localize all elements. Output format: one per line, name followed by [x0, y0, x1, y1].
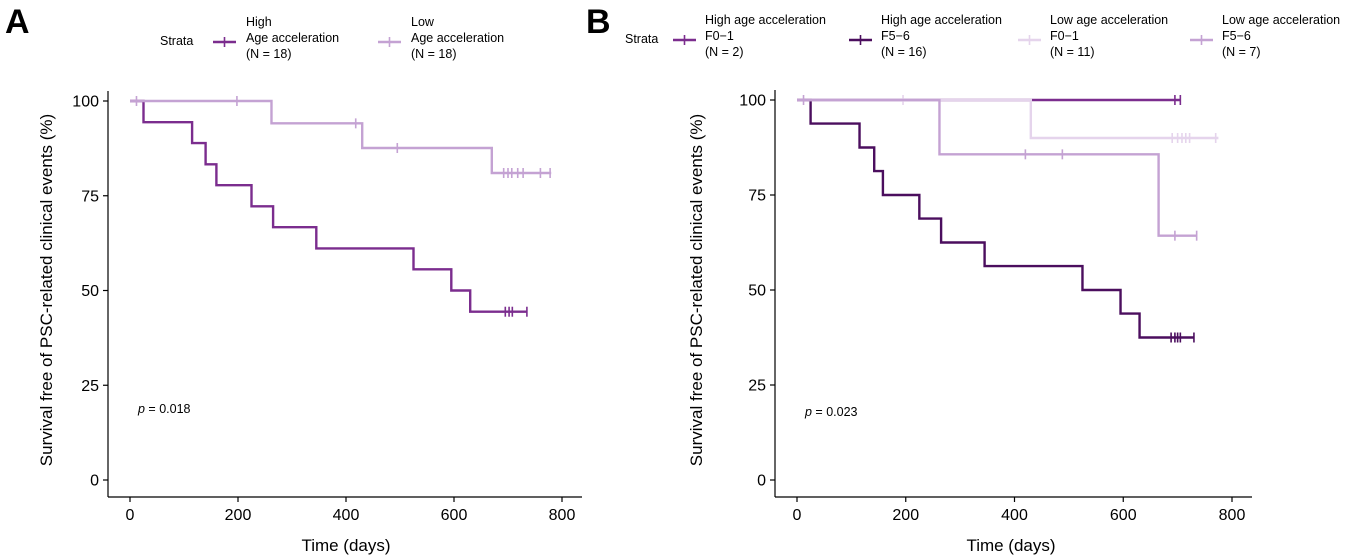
panel-b-legend: High age acceleration F0−1 (N = 2) High age… [673, 13, 1340, 59]
panel-a-x-tick-label: 0 [126, 507, 135, 524]
panel-b-legend-label-1: High age acceleration [881, 13, 1002, 27]
panel-b-legend-label-2: Low age acceleration [1050, 13, 1168, 27]
panel-b-x-tick-label: 600 [1110, 507, 1137, 524]
panel-a-y-tick-label: 50 [81, 283, 99, 300]
panel-b-x-axis-title: Time (days) [966, 536, 1055, 555]
panel-a-y-tick-label: 75 [81, 188, 99, 205]
panel-b-y-tick-label: 100 [739, 93, 766, 110]
panel-b-x-tick-label: 400 [1001, 507, 1028, 524]
panel-a-axes: 0 25 50 75 100 0 200 400 600 800 [72, 91, 582, 524]
panel-b-series-3-curve [797, 98, 1197, 237]
panel-a-y-tick-label: 25 [81, 378, 99, 395]
panel-a-y-tick-label: 0 [90, 473, 99, 490]
panel-b-legend-label-0: F0−1 [705, 29, 734, 43]
panel-b-legend-label-2: (N = 11) [1050, 45, 1095, 59]
panel-b-x-tick-label: 800 [1219, 507, 1246, 524]
panel-b-legend-label-1: F5−6 [881, 29, 910, 43]
panel-b-legend-label-2: F0−1 [1050, 29, 1079, 43]
panel-a-p-value: p = 0.018 [137, 402, 191, 416]
panel-a-legend-label-0: Age acceleration [246, 31, 339, 45]
panel-a-letter: A [5, 3, 30, 41]
panel-b-y-tick-label: 75 [748, 188, 766, 205]
panel-b-letter: B [586, 3, 611, 41]
panel-b-y-tick-label: 0 [757, 473, 766, 490]
panel-b-axes: 0 25 50 75 100 0 200 400 600 800 [739, 90, 1252, 524]
panel-a-x-tick-label: 800 [549, 507, 576, 524]
panel-b: B Strata High age acceleration F0−1 (N = 2… [586, 3, 1340, 555]
panel-b-legend-title: Strata [625, 32, 658, 46]
panel-b-x-tick-label: 200 [892, 507, 919, 524]
panel-a-legend-label-1: Age acceleration [411, 31, 504, 45]
panel-a-x-axis-title: Time (days) [301, 536, 390, 555]
panel-b-y-axis-title: Survival free of PSC-related clinical ev… [687, 114, 706, 466]
panel-a-x-tick-label: 400 [333, 507, 360, 524]
panel-a: A Strata High Age acceleration (N = 18) Low… [5, 3, 582, 555]
panel-a-p-number: = 0.018 [145, 402, 191, 416]
panel-b-legend-label-3: F5−6 [1222, 29, 1251, 43]
panel-b-legend-label-1: (N = 16) [881, 45, 927, 59]
panel-b-y-tick-label: 25 [748, 378, 766, 395]
panel-b-series-1-curve [797, 98, 1194, 339]
panel-a-x-tick-label: 600 [441, 507, 468, 524]
panel-b-p-value: p = 0.023 [804, 405, 858, 419]
panel-a-x-tick-label: 200 [225, 507, 252, 524]
panel-a-series-0-curve [130, 99, 527, 313]
panel-b-legend-label-0: High age acceleration [705, 13, 826, 27]
panel-b-plot-area [797, 95, 1219, 343]
panel-a-y-axis-title: Survival free of PSC-related clinical ev… [37, 114, 56, 466]
panel-a-legend-label-0: (N = 18) [246, 47, 292, 61]
panel-a-legend: High Age acceleration (N = 18) Low Age accel… [213, 15, 504, 61]
panel-a-legend-title: Strata [160, 34, 193, 48]
panel-a-y-tick-label: 100 [72, 94, 99, 111]
panel-b-y-tick-label: 50 [748, 283, 766, 300]
panel-a-p-symbol: p [137, 402, 145, 416]
panel-b-legend-label-0: (N = 2) [705, 45, 744, 59]
panel-b-legend-label-3: (N = 7) [1222, 45, 1261, 59]
panel-a-legend-label-1: Low [411, 15, 435, 29]
panel-b-legend-label-3: Low age acceleration [1222, 13, 1340, 27]
panel-b-p-number: = 0.023 [812, 405, 858, 419]
panel-a-legend-label-1: (N = 18) [411, 47, 457, 61]
panel-a-series-1-curve [130, 99, 552, 175]
panel-a-plot-area [130, 96, 552, 317]
panel-b-x-tick-label: 0 [793, 507, 802, 524]
panel-b-p-symbol: p [804, 405, 812, 419]
panel-a-legend-label-0: High [246, 15, 272, 29]
